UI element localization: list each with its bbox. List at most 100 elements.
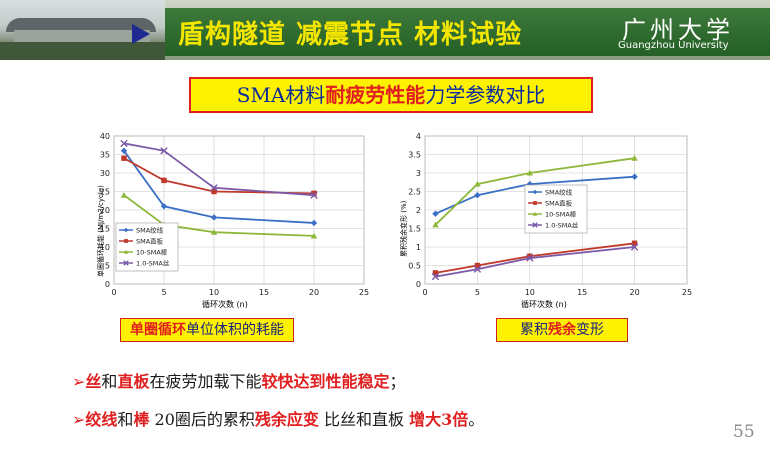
bullet-arrow-icon: ➢ — [72, 372, 86, 391]
x-tick-label: 5 — [475, 288, 480, 297]
bullet-seg: 较快达到性能稳定 — [261, 372, 390, 391]
chart-energy-svg: 0 5 10 15 20 25 30 35 40 0 5 10 15 20 25 SMA绞线 SMA直板 10-S… — [100, 132, 369, 297]
x-axis-label: 循环次数 (n) — [202, 300, 248, 309]
x-tick-label: 20 — [630, 288, 640, 297]
data-point — [161, 177, 167, 184]
x-tick-label: 25 — [682, 288, 692, 297]
data-point — [526, 254, 534, 262]
y-axis-label: 单圈循环耗能 (MJ/m3/cycle) — [97, 185, 105, 277]
data-point — [310, 191, 318, 199]
series-line — [123, 142, 315, 197]
subtitle-box: SMA材料耐疲劳性能力学参数对比 — [189, 77, 593, 113]
x-tick-label: 15 — [577, 288, 587, 297]
bullet-seg: 比丝和直板 — [318, 410, 410, 429]
data-point — [120, 192, 128, 198]
data-point — [532, 211, 538, 216]
data-point — [160, 203, 168, 210]
x-tick-label: 0 — [111, 288, 116, 297]
x-tick-label: 10 — [525, 288, 535, 297]
data-point — [310, 232, 318, 239]
bullet-seg: 直板 — [117, 372, 150, 391]
caption-left-text: 单位体积的耗能 — [186, 322, 284, 338]
legend-label: SMA绞线 — [136, 226, 164, 235]
chart-residual-svg: 0 0.5 1 1.5 2 2.5 3 3.5 4 0 5 10 15 20 25 SMA绞线 SMA直板 10-… — [408, 132, 692, 297]
y-tick-label: 3 — [416, 169, 421, 178]
data-point — [123, 260, 129, 266]
series-line — [434, 157, 635, 226]
university-logo-cn: 广州大学 — [622, 16, 734, 44]
y-tick-label: 4 — [416, 132, 421, 141]
legend-label: 10-SMA棒 — [136, 248, 168, 257]
x-tick-label: 10 — [209, 288, 219, 297]
y-tick-label: 40 — [100, 132, 110, 141]
bullet-seg: ； — [389, 372, 406, 391]
x-tick-label: 15 — [259, 288, 269, 297]
caption-right-highlight: 残余 — [548, 322, 576, 338]
caption-right-post: 变形 — [576, 322, 604, 338]
x-tick-label: 0 — [422, 288, 427, 297]
chart-energy-dissipation: 0 5 10 15 20 25 30 35 40 0 5 10 15 20 25 SMA绞线 SMA直板 10-S… — [88, 127, 378, 312]
y-tick-label: 15 — [100, 225, 110, 234]
data-point — [631, 155, 638, 161]
y-tick-label: 0 — [416, 280, 421, 289]
bullet-seg: 绞线 — [85, 410, 118, 429]
legend-label: 1.0-SMA丝 — [136, 259, 170, 268]
page-title: 盾构隧道 减震节点 材料试验 — [178, 20, 523, 50]
data-point — [120, 139, 128, 148]
data-point — [210, 229, 218, 235]
data-point — [532, 222, 538, 228]
data-point — [210, 184, 218, 192]
bullet-arrow-icon: ➢ — [72, 410, 86, 429]
data-point — [630, 243, 639, 251]
university-logo-en: Guangzhou University — [618, 40, 729, 51]
trees — [0, 42, 165, 60]
data-point — [474, 262, 481, 269]
data-point — [123, 249, 129, 254]
data-point — [124, 239, 128, 243]
data-point — [432, 221, 439, 228]
x-tick-label: 25 — [359, 288, 369, 297]
series-line — [123, 157, 315, 195]
y-tick-label: 1 — [416, 243, 421, 252]
series-line — [123, 194, 315, 237]
data-point — [211, 188, 217, 195]
y-tick-label: 3.5 — [408, 151, 421, 160]
caption-left-highlight: 单圈循环 — [130, 322, 186, 338]
legend-label: 10-SMA棒 — [545, 210, 577, 219]
data-point — [631, 240, 638, 247]
legend-label: SMA绞线 — [545, 188, 573, 197]
caption-right-pre: 累积 — [520, 322, 548, 338]
building-roof — [6, 18, 156, 32]
y-axis-label: 累积残余变形 (%) — [400, 200, 408, 257]
x-tick-label: 20 — [309, 288, 319, 297]
data-point — [473, 265, 482, 273]
bullet-seg: 和 — [101, 372, 118, 391]
data-point — [432, 270, 439, 276]
y-tick-label: 2.5 — [408, 188, 421, 197]
bullet-seg: 在疲劳加载下能 — [149, 372, 262, 391]
bullet-seg: 增大3倍 — [409, 410, 469, 429]
data-point — [533, 201, 537, 205]
bullet-seg: 残余应变 — [254, 410, 319, 429]
series-line — [435, 242, 635, 274]
caption-left: 单圈循环单位体积的耗能 — [120, 318, 294, 342]
y-tick-label: 30 — [100, 169, 110, 178]
y-tick-label: 2 — [416, 206, 421, 215]
bullet-seg: 丝 — [85, 372, 102, 391]
title-band — [165, 8, 770, 56]
y-tick-label: 1.5 — [408, 225, 421, 234]
legend-label: 1.0-SMA丝 — [545, 221, 579, 230]
data-point — [120, 147, 128, 154]
y-tick-label: 25 — [100, 188, 110, 197]
x-axis-label: 循环次数 (n) — [521, 300, 567, 309]
legend-label: SMA直板 — [545, 199, 573, 208]
y-tick-label: 0.5 — [408, 262, 421, 271]
arrow-icon — [132, 24, 150, 44]
subtitle-highlight: 耐疲劳性能 — [325, 83, 426, 107]
data-point — [160, 147, 168, 155]
data-point — [432, 210, 439, 217]
series-line — [123, 150, 315, 224]
y-tick-label: 0 — [105, 280, 110, 289]
series-line — [435, 246, 635, 278]
data-point — [311, 190, 317, 197]
